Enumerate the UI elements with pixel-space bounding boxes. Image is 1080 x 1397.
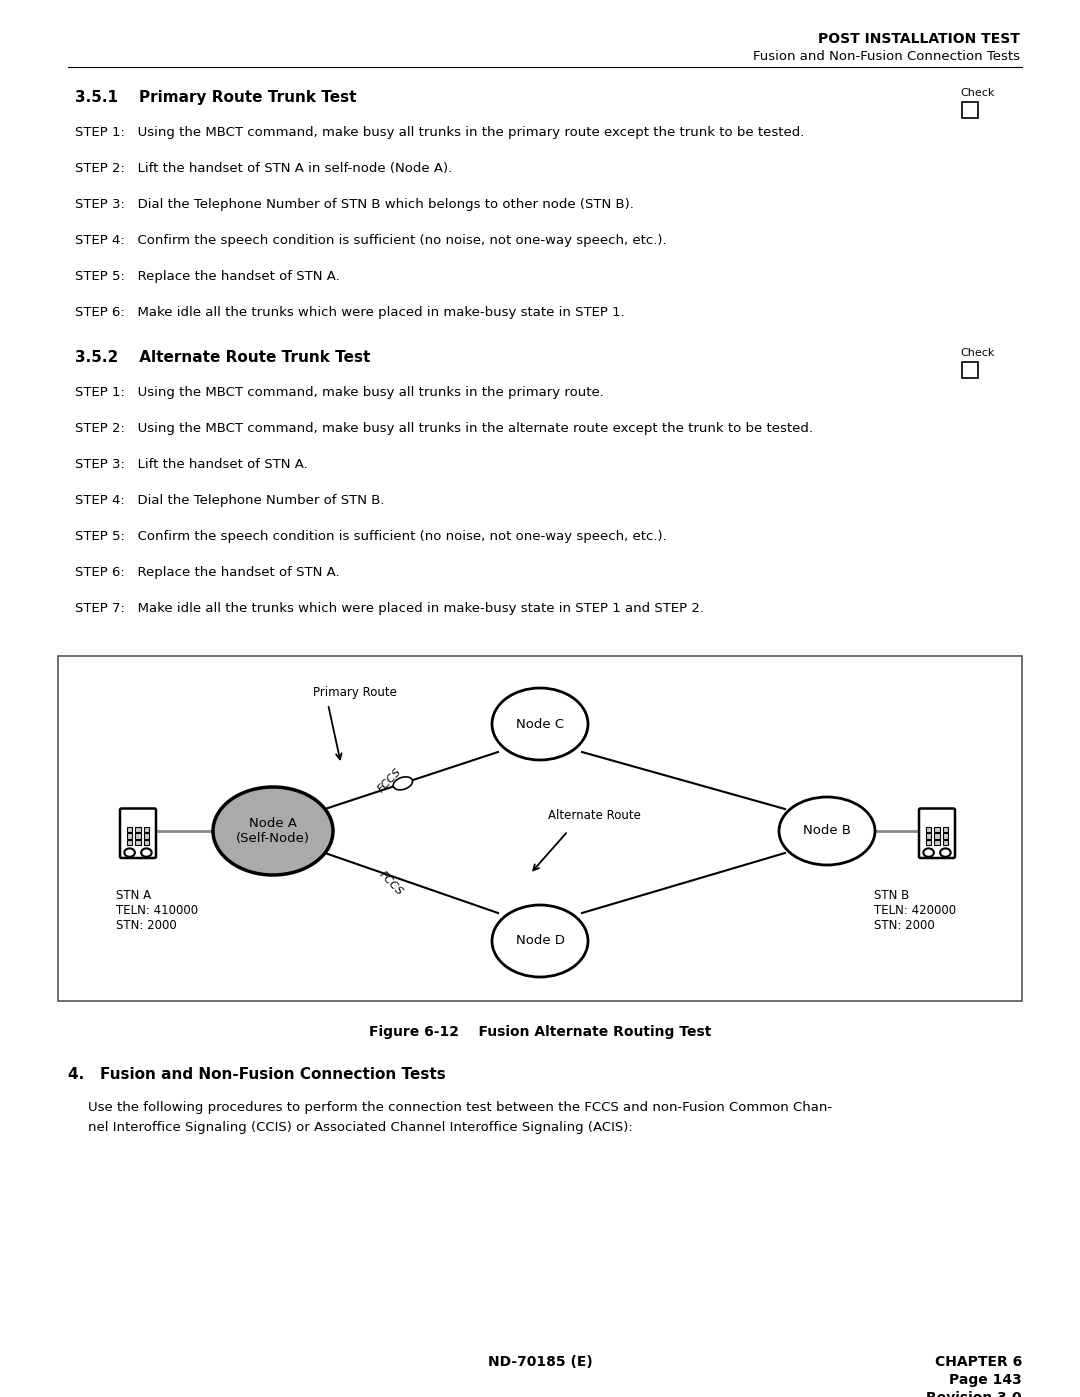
Ellipse shape bbox=[393, 777, 413, 789]
Text: Node B: Node B bbox=[804, 824, 851, 837]
Text: Node D: Node D bbox=[515, 935, 565, 947]
Bar bbox=[934, 827, 940, 833]
Text: Figure 6-12    Fusion Alternate Routing Test: Figure 6-12 Fusion Alternate Routing Tes… bbox=[368, 1025, 712, 1039]
Bar bbox=[58, 657, 1022, 1002]
Text: STEP 1:   Using the MBCT command, make busy all trunks in the primary route exce: STEP 1: Using the MBCT command, make bus… bbox=[75, 126, 805, 138]
Ellipse shape bbox=[779, 798, 875, 865]
Text: Revision 3.0: Revision 3.0 bbox=[927, 1391, 1022, 1397]
Text: STEP 7:   Make idle all the trunks which were placed in make-busy state in STEP : STEP 7: Make idle all the trunks which w… bbox=[75, 602, 704, 615]
Text: Page 143: Page 143 bbox=[949, 1373, 1022, 1387]
Bar bbox=[127, 827, 132, 833]
Text: 3.5.2    Alternate Route Trunk Test: 3.5.2 Alternate Route Trunk Test bbox=[75, 351, 370, 365]
Bar bbox=[144, 827, 149, 833]
Bar bbox=[144, 834, 149, 838]
Text: STEP 3:   Dial the Telephone Number of STN B which belongs to other node (STN B): STEP 3: Dial the Telephone Number of STN… bbox=[75, 198, 634, 211]
Bar bbox=[934, 840, 940, 845]
Bar bbox=[127, 834, 132, 838]
Text: 3.5.1    Primary Route Trunk Test: 3.5.1 Primary Route Trunk Test bbox=[75, 89, 356, 105]
Text: Use the following procedures to perform the connection test between the FCCS and: Use the following procedures to perform … bbox=[87, 1101, 832, 1113]
Bar bbox=[135, 834, 140, 838]
Text: Fusion and Non-Fusion Connection Tests: Fusion and Non-Fusion Connection Tests bbox=[753, 50, 1020, 63]
FancyBboxPatch shape bbox=[120, 809, 156, 858]
Text: STEP 6:   Make idle all the trunks which were placed in make-busy state in STEP : STEP 6: Make idle all the trunks which w… bbox=[75, 306, 624, 319]
Ellipse shape bbox=[141, 848, 151, 856]
Text: STEP 2:   Lift the handset of STN A in self-node (Node A).: STEP 2: Lift the handset of STN A in sel… bbox=[75, 162, 453, 175]
Text: STEP 5:   Replace the handset of STN A.: STEP 5: Replace the handset of STN A. bbox=[75, 270, 340, 284]
Text: POST INSTALLATION TEST: POST INSTALLATION TEST bbox=[819, 32, 1020, 46]
Text: ND-70185 (E): ND-70185 (E) bbox=[488, 1355, 592, 1369]
Text: Node C: Node C bbox=[516, 718, 564, 731]
Text: nel Interoffice Signaling (CCIS) or Associated Channel Interoffice Signaling (AC: nel Interoffice Signaling (CCIS) or Asso… bbox=[87, 1120, 633, 1134]
Text: TELN: 420000: TELN: 420000 bbox=[874, 904, 956, 916]
Bar bbox=[135, 827, 140, 833]
Ellipse shape bbox=[124, 848, 135, 856]
Text: Node A
(Self-Node): Node A (Self-Node) bbox=[237, 817, 310, 845]
Text: STEP 2:   Using the MBCT command, make busy all trunks in the alternate route ex: STEP 2: Using the MBCT command, make bus… bbox=[75, 422, 813, 434]
Text: Check: Check bbox=[960, 348, 995, 358]
Bar bbox=[943, 840, 948, 845]
Bar bbox=[943, 827, 948, 833]
Bar bbox=[926, 827, 931, 833]
Text: CHAPTER 6: CHAPTER 6 bbox=[935, 1355, 1022, 1369]
Bar bbox=[962, 362, 978, 379]
Text: STEP 1:   Using the MBCT command, make busy all trunks in the primary route.: STEP 1: Using the MBCT command, make bus… bbox=[75, 386, 604, 400]
Text: STEP 4:   Dial the Telephone Number of STN B.: STEP 4: Dial the Telephone Number of STN… bbox=[75, 495, 384, 507]
Bar bbox=[135, 840, 140, 845]
FancyBboxPatch shape bbox=[919, 809, 955, 858]
Ellipse shape bbox=[492, 687, 588, 760]
Text: STEP 4:   Confirm the speech condition is sufficient (no noise, not one-way spee: STEP 4: Confirm the speech condition is … bbox=[75, 235, 666, 247]
Ellipse shape bbox=[213, 787, 333, 875]
Text: STN A: STN A bbox=[116, 888, 151, 902]
Bar bbox=[144, 840, 149, 845]
Text: Primary Route: Primary Route bbox=[313, 686, 396, 698]
Bar bbox=[934, 834, 940, 838]
Text: STEP 3:   Lift the handset of STN A.: STEP 3: Lift the handset of STN A. bbox=[75, 458, 308, 471]
Text: 4.   Fusion and Non-Fusion Connection Tests: 4. Fusion and Non-Fusion Connection Test… bbox=[68, 1067, 446, 1083]
Ellipse shape bbox=[941, 848, 950, 856]
Text: Check: Check bbox=[960, 88, 995, 98]
Text: STN: 2000: STN: 2000 bbox=[874, 919, 935, 932]
Bar bbox=[962, 102, 978, 117]
Text: STN: 2000: STN: 2000 bbox=[116, 919, 177, 932]
Text: FCCS: FCCS bbox=[376, 767, 403, 795]
Text: STEP 6:   Replace the handset of STN A.: STEP 6: Replace the handset of STN A. bbox=[75, 566, 339, 578]
Ellipse shape bbox=[492, 905, 588, 977]
Text: FCCS: FCCS bbox=[378, 869, 405, 897]
Text: STN B: STN B bbox=[874, 888, 909, 902]
Text: TELN: 410000: TELN: 410000 bbox=[116, 904, 198, 916]
Bar bbox=[943, 834, 948, 838]
Bar bbox=[127, 840, 132, 845]
Bar bbox=[926, 834, 931, 838]
Bar bbox=[926, 840, 931, 845]
Text: STEP 5:   Confirm the speech condition is sufficient (no noise, not one-way spee: STEP 5: Confirm the speech condition is … bbox=[75, 529, 666, 543]
Ellipse shape bbox=[923, 848, 934, 856]
Text: Alternate Route: Alternate Route bbox=[548, 809, 640, 821]
